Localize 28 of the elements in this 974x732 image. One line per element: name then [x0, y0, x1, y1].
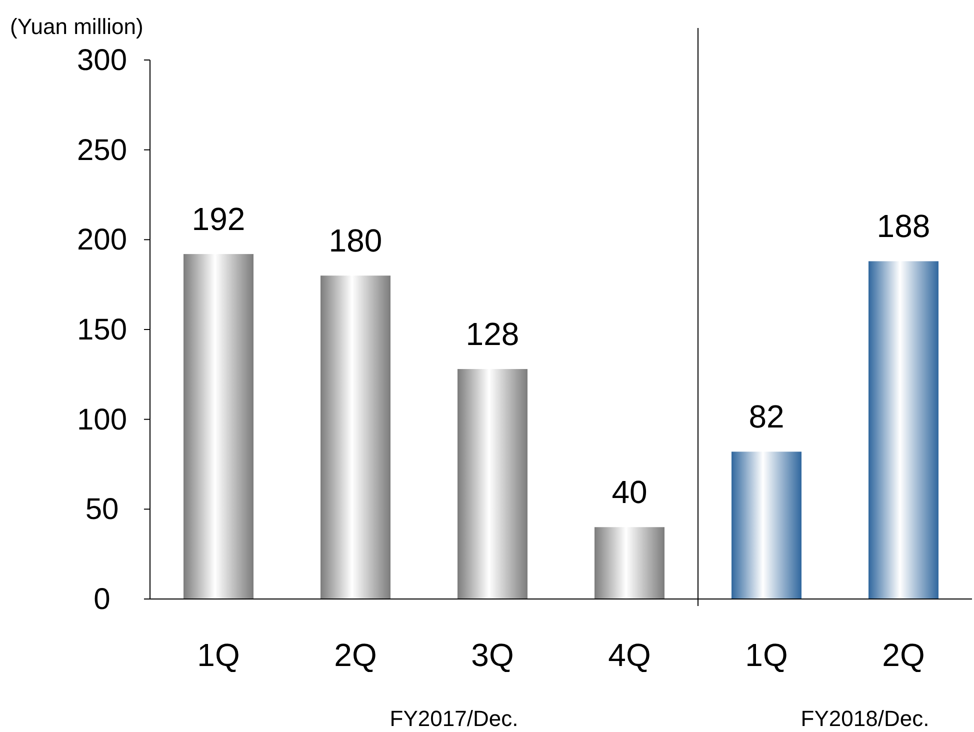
y-tick-label: 250: [76, 134, 128, 167]
x-tick-label: 3Q: [471, 637, 514, 673]
data-label: 192: [192, 201, 246, 238]
y-tick-label: 200: [76, 224, 128, 257]
bar: [458, 369, 528, 599]
data-label: 40: [612, 474, 648, 510]
data-label: 128: [466, 316, 520, 352]
bar: [868, 261, 938, 599]
x-tick-label: 2Q: [334, 637, 377, 673]
data-label: 180: [328, 222, 382, 259]
y-axis-title: (Yuan million): [10, 14, 144, 39]
x-tick-label: 1Q: [197, 637, 240, 673]
y-tick-label: 300: [76, 44, 128, 77]
y-tick-label: 150: [76, 314, 128, 346]
data-label: 82: [748, 398, 784, 435]
y-tick-label: 0: [94, 583, 110, 616]
text: FY2018/Dec.: [800, 706, 930, 731]
data-label: 188: [876, 208, 930, 244]
bar: [320, 276, 390, 599]
x-tick-label: 2Q: [882, 637, 925, 673]
x-tick-label: 1Q: [745, 637, 788, 673]
y-tick-label: 100: [76, 403, 128, 436]
y-tick-label: 50: [85, 493, 119, 526]
text: FY2017/Dec.: [390, 706, 518, 731]
bar: [594, 527, 664, 599]
bar: [732, 452, 802, 599]
x-tick-label: 4Q: [608, 637, 651, 673]
bar: [184, 254, 254, 599]
